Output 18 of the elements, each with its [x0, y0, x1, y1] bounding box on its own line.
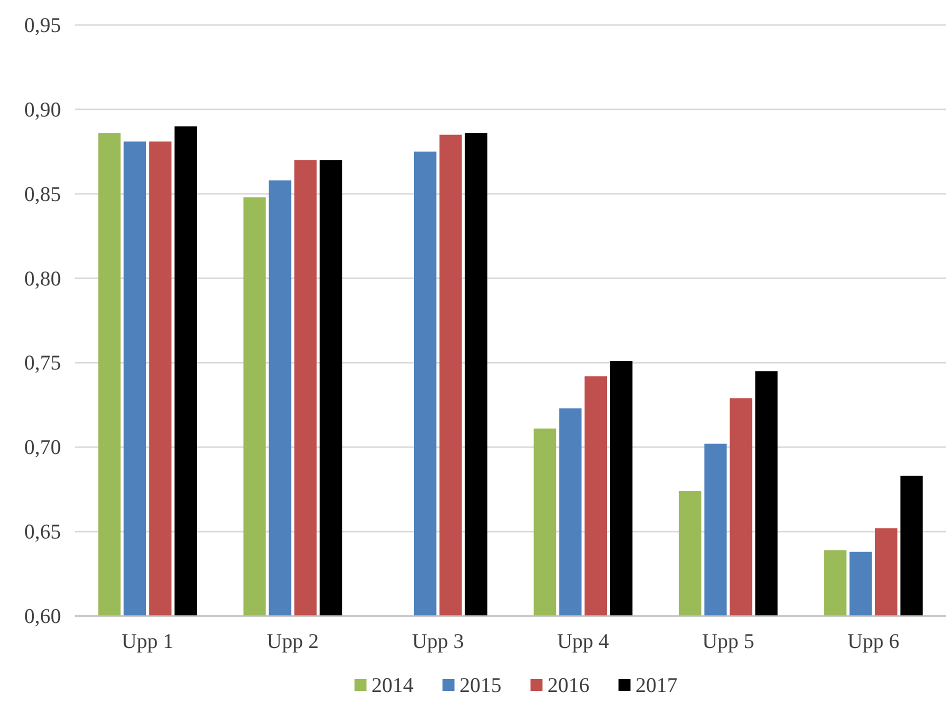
- y-tick-label: 0,70: [24, 435, 61, 460]
- legend-label: 2014: [372, 673, 414, 697]
- y-tick-label: 0,60: [24, 604, 61, 628]
- x-tick-label: Upp 4: [557, 629, 610, 653]
- y-tick-label: 0,80: [24, 266, 61, 290]
- x-tick-label: Upp 1: [122, 629, 174, 653]
- legend-label: 2016: [548, 673, 590, 697]
- x-tick-label: Upp 5: [702, 629, 754, 653]
- y-tick-label: 0,95: [24, 13, 61, 37]
- y-tick-label: 0,65: [24, 520, 61, 544]
- y-tick-label: 0,90: [24, 97, 61, 122]
- legend-label: 2017: [636, 673, 678, 697]
- x-tick-label: Upp 2: [266, 629, 319, 653]
- y-tick-label: 0,75: [24, 350, 61, 375]
- x-tick-label: Upp 6: [847, 629, 900, 653]
- legend-label: 2015: [460, 673, 502, 697]
- y-tick-label: 0,85: [24, 182, 61, 206]
- x-tick-label: Upp 3: [412, 629, 464, 653]
